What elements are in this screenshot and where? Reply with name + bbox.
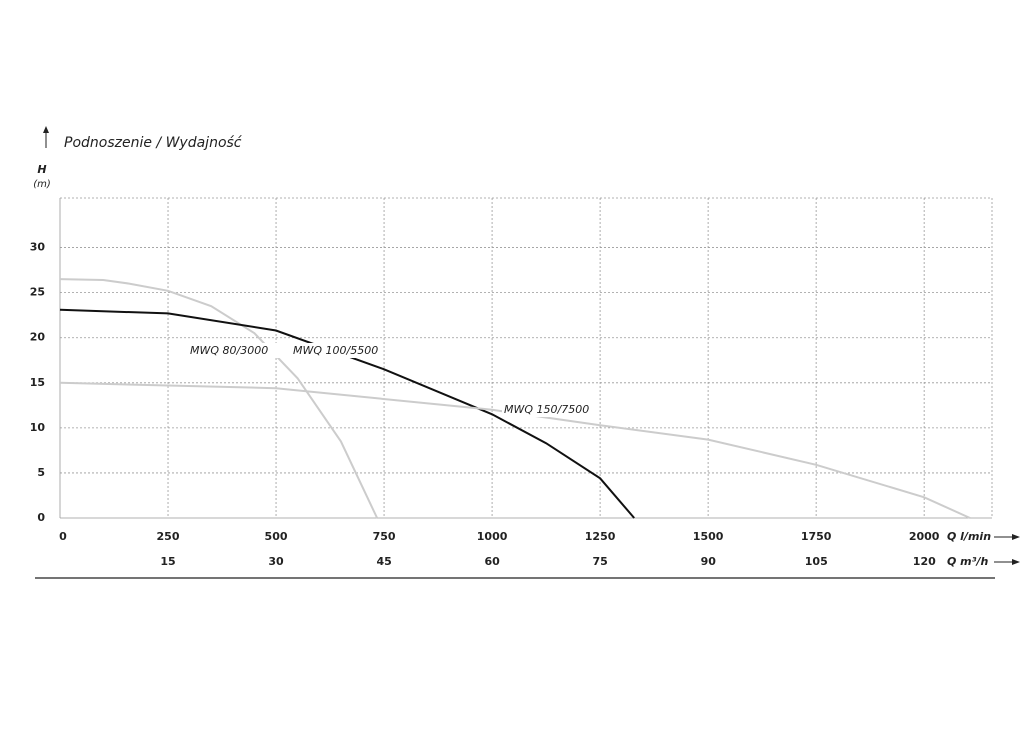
x-tick-label: 500: [265, 530, 288, 543]
y-tick-label: 5: [37, 466, 45, 479]
label-bg: [502, 402, 594, 417]
curve: [59, 278, 379, 519]
x2-arrow-head: [1012, 559, 1020, 565]
x2-tick-label: 30: [268, 555, 284, 568]
y-axis-label: H: [37, 163, 46, 176]
x2-tick-label: 120: [913, 555, 936, 568]
x2-tick-label: 45: [376, 555, 391, 568]
x2-axis-label: Q m³/h: [947, 555, 988, 568]
x-tick-label: 0: [59, 530, 67, 543]
x2-tick-label: 105: [805, 555, 828, 568]
curve: [59, 381, 971, 519]
label-bg: [291, 343, 383, 358]
chart-title: Podnoszenie / Wydajność: [64, 135, 243, 151]
x-arrow-head: [1012, 534, 1020, 540]
y-tick-label: 0: [37, 511, 45, 524]
y-tick-label: 20: [30, 331, 46, 344]
curve-label: MWQ 150/7500: [504, 403, 589, 416]
y-tick-label: 15: [30, 376, 45, 389]
x-tick-label: 250: [157, 530, 180, 543]
label-bg: [188, 343, 280, 358]
x-tick-label: 1500: [693, 530, 724, 543]
y-axis-unit: (m): [33, 179, 51, 190]
x2-tick-label: 60: [484, 555, 500, 568]
y-tick-label: 10: [30, 421, 46, 434]
x-tick-label: 2000: [909, 530, 940, 543]
curve-label: MWQ 80/3000: [190, 344, 268, 357]
curve-label: MWQ 100/5500: [293, 344, 378, 357]
x-axis-label: Q l/min: [947, 530, 991, 543]
curve: [59, 308, 635, 519]
x-tick-label: 1000: [477, 530, 508, 543]
x2-tick-label: 15: [160, 555, 175, 568]
x2-tick-label: 75: [593, 555, 608, 568]
y-tick-label: 25: [30, 286, 45, 299]
x-tick-label: 1250: [585, 530, 616, 543]
x-tick-label: 1750: [801, 530, 832, 543]
y-arrow-head: [43, 126, 49, 133]
x-tick-label: 750: [373, 530, 396, 543]
y-tick-label: 30: [30, 241, 46, 254]
x2-tick-label: 90: [701, 555, 717, 568]
